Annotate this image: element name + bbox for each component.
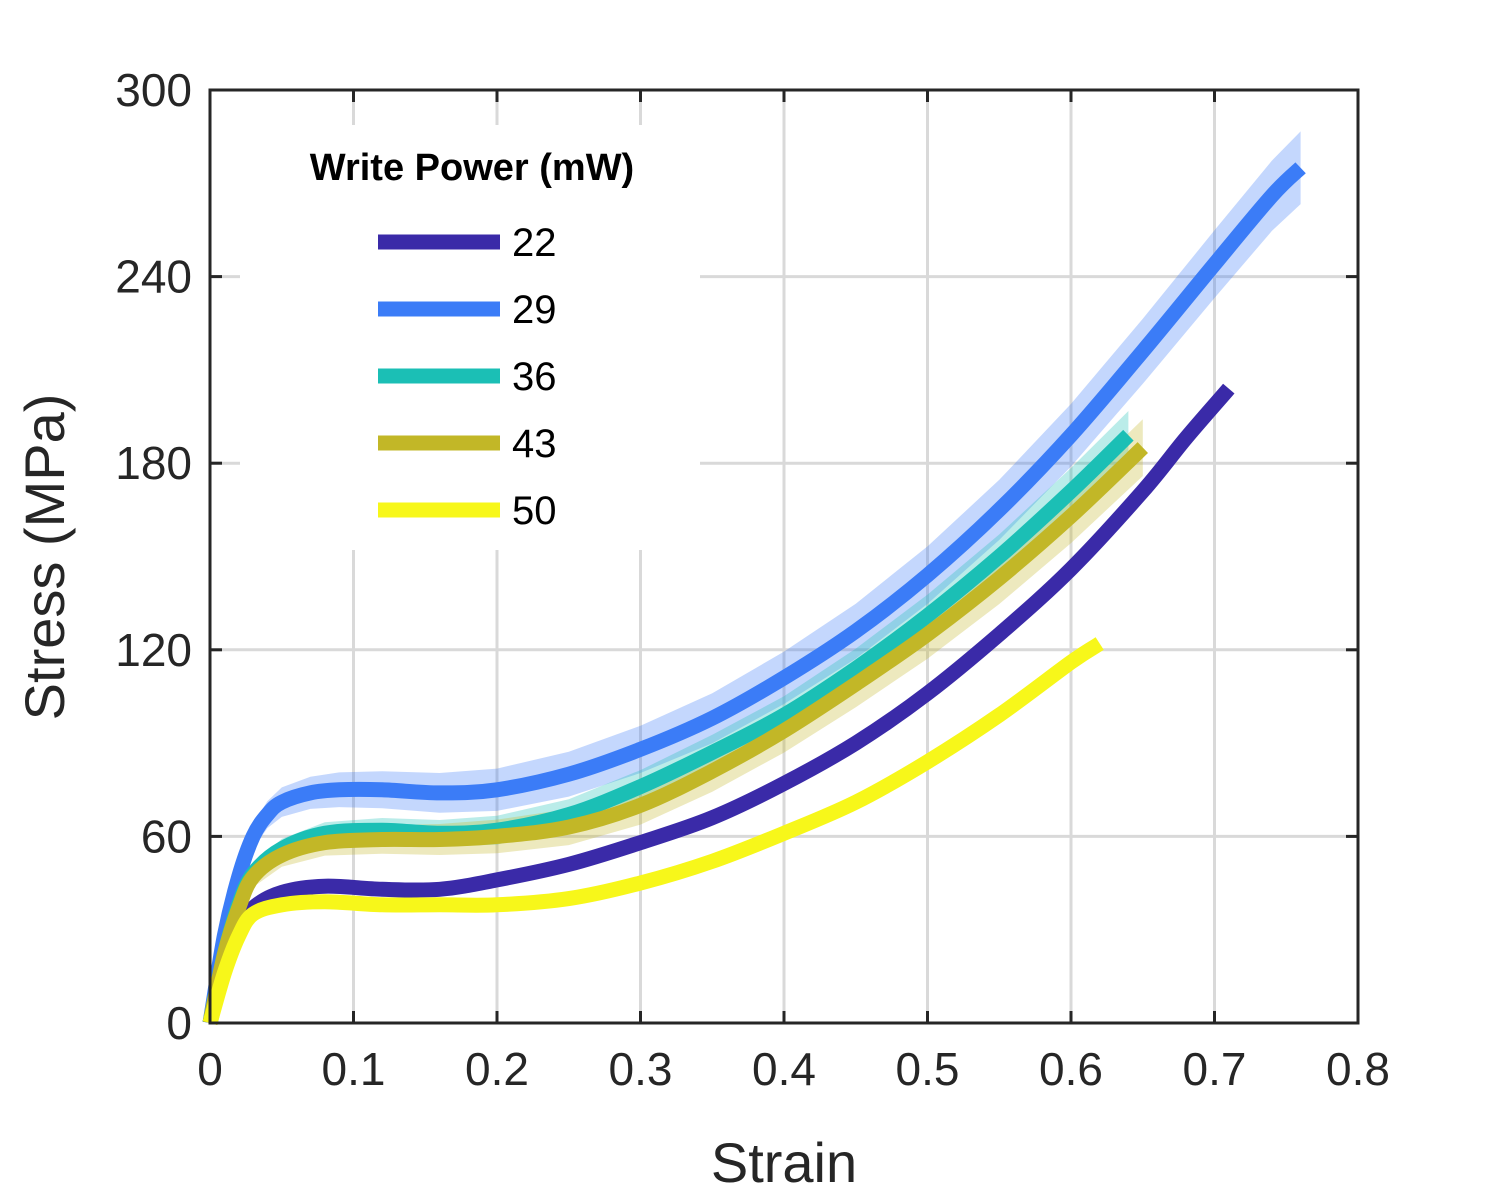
- series-43-line: [202, 442, 1148, 1025]
- legend-label-50: 50: [512, 489, 557, 533]
- legend: Write Power (mW) 22 29 36 43 50: [240, 125, 700, 550]
- confidence-bands: [210, 131, 1301, 1023]
- x-tick-label: 0.6: [1039, 1043, 1103, 1095]
- series-29-line: [202, 162, 1306, 1025]
- legend-label-22: 22: [512, 221, 557, 265]
- x-tick-label: 0.8: [1326, 1043, 1390, 1095]
- series-29-band: [210, 131, 1301, 1023]
- y-axis-title: Stress (MPa): [13, 394, 76, 721]
- legend-label-36: 36: [512, 355, 557, 399]
- x-tick-labels: 0 0.1 0.2 0.3 0.4 0.5 0.6 0.7 0.8: [197, 1043, 1390, 1095]
- x-tick-label: 0.2: [465, 1043, 529, 1095]
- y-tick-label: 240: [115, 251, 192, 303]
- y-tick-label: 120: [115, 624, 192, 676]
- series-lines: [202, 162, 1306, 1026]
- x-tick-label: 0.5: [896, 1043, 960, 1095]
- x-tick-label: 0.4: [752, 1043, 816, 1095]
- x-tick-label: 0.1: [322, 1043, 386, 1095]
- x-axis-title: Strain: [711, 1131, 857, 1194]
- y-tick-label: 60: [141, 810, 192, 862]
- legend-label-43: 43: [512, 422, 557, 466]
- legend-title: Write Power (mW): [310, 147, 634, 189]
- x-tick-label: 0.3: [609, 1043, 673, 1095]
- legend-label-29: 29: [512, 288, 557, 332]
- y-tick-label: 300: [115, 64, 192, 116]
- series-50-line: [202, 637, 1104, 1026]
- axis-ticks: [208, 88, 1360, 1025]
- y-tick-label: 180: [115, 437, 192, 489]
- x-tick-label: 0: [197, 1043, 223, 1095]
- series-22-line: [202, 383, 1235, 1025]
- legend-items: 22 29 36 43 50: [378, 221, 557, 533]
- y-tick-labels: 0 60 120 180 240 300: [115, 64, 192, 1049]
- x-tick-label: 0.7: [1183, 1043, 1247, 1095]
- legend-background: [240, 125, 700, 550]
- y-tick-label: 0: [166, 997, 192, 1049]
